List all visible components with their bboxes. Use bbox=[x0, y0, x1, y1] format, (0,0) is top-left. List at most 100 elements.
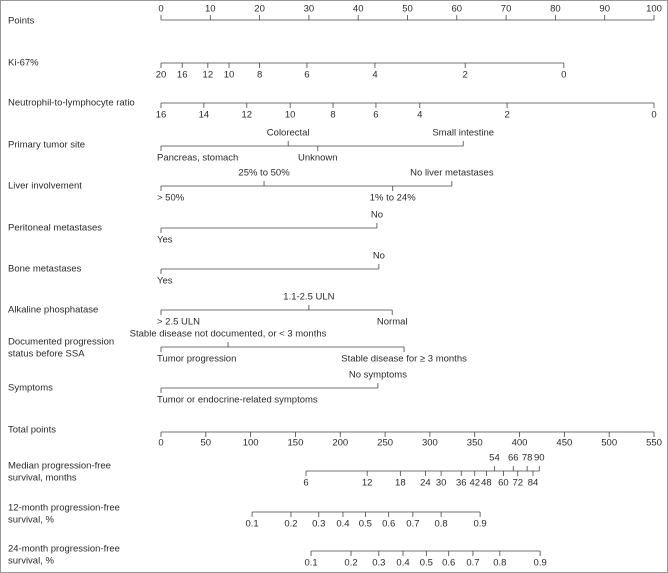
tick-label: 20 bbox=[156, 70, 167, 81]
tick-label: 12 bbox=[203, 70, 214, 81]
tick-label: 0.4 bbox=[336, 519, 349, 530]
tick-label: 0.1 bbox=[304, 558, 317, 569]
tick-label: 550 bbox=[646, 438, 662, 449]
tick-label: 250 bbox=[377, 438, 393, 449]
tick-label: 6 bbox=[304, 70, 309, 81]
row-label: 12-month progression-free bbox=[8, 503, 120, 514]
tick-label: 0 bbox=[651, 110, 656, 121]
tick-label: No liver metastases bbox=[410, 168, 494, 179]
tick-label: 0.3 bbox=[372, 558, 385, 569]
tick-label: 6 bbox=[303, 478, 308, 489]
tick-label: > 50% bbox=[157, 193, 185, 204]
tick-label: 16 bbox=[177, 70, 188, 81]
row-label: Bone metastases bbox=[8, 264, 82, 275]
tick-label: 0.7 bbox=[466, 558, 479, 569]
row-label: Symptoms bbox=[8, 383, 53, 394]
tick-label: 66 bbox=[508, 453, 519, 464]
row-label: status before SSA bbox=[8, 349, 85, 360]
tick-label: 0.4 bbox=[396, 558, 409, 569]
tick-label: 30 bbox=[436, 478, 447, 489]
tick-label: 60 bbox=[452, 4, 463, 15]
tick-label: 60 bbox=[498, 478, 509, 489]
row-label: Liver involvement bbox=[8, 181, 82, 192]
tick-label: 0.2 bbox=[344, 558, 357, 569]
tick-label: 0.8 bbox=[435, 519, 448, 530]
tick-label: 1% to 24% bbox=[370, 193, 416, 204]
axis-title: Points bbox=[8, 16, 35, 27]
tick-label: 80 bbox=[550, 4, 561, 15]
tick-label: 0.3 bbox=[312, 519, 325, 530]
tick-label: 4 bbox=[372, 70, 377, 81]
tick-label: 0.8 bbox=[493, 558, 506, 569]
tick-label: Colorectal bbox=[267, 128, 310, 139]
row-label: Alkaline phosphatase bbox=[8, 305, 98, 316]
tick-label: 50 bbox=[402, 4, 413, 15]
tick-label: 400 bbox=[512, 438, 528, 449]
tick-label: 1.1-2.5 ULN bbox=[283, 292, 334, 303]
tick-label: > 2.5 ULN bbox=[157, 317, 200, 328]
tick-label: Stable disease for ≥ 3 months bbox=[341, 354, 467, 365]
tick-label: 36 bbox=[456, 478, 467, 489]
tick-label: Small intestine bbox=[432, 128, 494, 139]
tick-label: 10 bbox=[285, 110, 296, 121]
tick-label: 42 bbox=[469, 478, 480, 489]
tick-label: 2 bbox=[463, 70, 468, 81]
tick-label: 100 bbox=[243, 438, 259, 449]
tick-label: 0.9 bbox=[473, 519, 486, 530]
tick-label: 24 bbox=[420, 478, 431, 489]
row-label: survival, % bbox=[8, 515, 54, 526]
tick-label: Unknown bbox=[298, 153, 338, 164]
tick-label: 18 bbox=[395, 478, 406, 489]
tick-label: 0.6 bbox=[442, 558, 455, 569]
tick-label: 8 bbox=[330, 110, 335, 121]
tick-label: 25% to 50% bbox=[238, 168, 290, 179]
tick-label: 12 bbox=[241, 110, 252, 121]
tick-label: 40 bbox=[353, 4, 364, 15]
tick-label: Yes bbox=[157, 235, 173, 246]
tick-label: 54 bbox=[489, 453, 500, 464]
tick-label: 20 bbox=[254, 4, 265, 15]
tick-label: 500 bbox=[601, 438, 617, 449]
tick-label: 200 bbox=[332, 438, 348, 449]
row-label: survival, % bbox=[8, 556, 54, 567]
tick-label: 12 bbox=[362, 478, 373, 489]
tick-label: 30 bbox=[304, 4, 315, 15]
tick-label: 0.2 bbox=[284, 519, 297, 530]
tick-label: Tumor or endocrine-related symptoms bbox=[157, 395, 318, 406]
tick-label: 48 bbox=[481, 478, 492, 489]
tick-label: 0.7 bbox=[406, 519, 419, 530]
row-label: Median progression-free bbox=[8, 461, 111, 472]
tick-label: 0.9 bbox=[534, 558, 547, 569]
tick-label: Stable disease not documented, or < 3 mo… bbox=[130, 329, 327, 340]
tick-label: Pancreas, stomach bbox=[157, 153, 238, 164]
tick-label: No symptoms bbox=[349, 370, 407, 381]
row-label: Neutrophil-to-lymphocyte ratio bbox=[8, 98, 135, 109]
tick-label: 4 bbox=[417, 110, 422, 121]
tick-label: 72 bbox=[512, 478, 523, 489]
row-label: Primary tumor site bbox=[8, 140, 85, 151]
tick-label: 10 bbox=[224, 70, 235, 81]
tick-label: No bbox=[371, 210, 383, 221]
tick-label: 8 bbox=[257, 70, 262, 81]
tick-label: 450 bbox=[556, 438, 572, 449]
tick-label: Normal bbox=[377, 317, 408, 328]
tick-label: 0.5 bbox=[420, 558, 433, 569]
tick-label: 0.1 bbox=[245, 519, 258, 530]
tick-label: 70 bbox=[501, 4, 512, 15]
tick-label: 350 bbox=[467, 438, 483, 449]
tick-label: 14 bbox=[199, 110, 210, 121]
tick-label: 50 bbox=[201, 438, 212, 449]
row-label: Ki-67% bbox=[8, 58, 39, 69]
tick-label: 0.5 bbox=[359, 519, 372, 530]
tick-label: 78 bbox=[522, 453, 533, 464]
tick-label: 0 bbox=[158, 4, 163, 15]
tick-label: 10 bbox=[205, 4, 216, 15]
tick-label: 100 bbox=[646, 4, 662, 15]
tick-label: 300 bbox=[422, 438, 438, 449]
tick-label: No bbox=[373, 251, 385, 262]
tick-label: Yes bbox=[157, 276, 173, 287]
tick-label: 90 bbox=[534, 453, 545, 464]
